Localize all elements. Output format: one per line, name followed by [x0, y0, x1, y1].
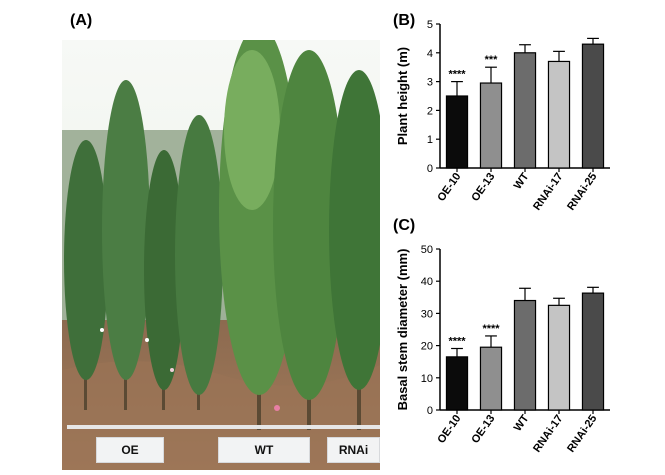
- plant-height-bar: [581, 43, 605, 169]
- photo-label-oe: OE: [96, 437, 164, 463]
- plant-height-y-axis-label: Plant height (m): [395, 47, 410, 145]
- plant-height-bar: [547, 60, 571, 169]
- stem-diameter-y-tick-label: 20: [421, 341, 433, 353]
- plant-height-significance-label: ****: [448, 69, 466, 81]
- plant-height-category-label: OE-13: [469, 171, 497, 204]
- plant-height-category-label: OE-10: [435, 171, 463, 204]
- plant-height-category-label: RNAi-25: [565, 171, 599, 213]
- stem-diameter-category-label: OE-10: [435, 413, 463, 446]
- photo-label-rnai: RNAi: [327, 437, 380, 463]
- plant-height-bar: [445, 95, 469, 169]
- basal-stem-diameter-chart: 0 10 20 30 40 50 Basal stem diameter (mm) **** O…: [395, 244, 610, 455]
- stem-diameter-bar: [581, 292, 605, 411]
- plant-height-y-tick-label: 4: [427, 48, 433, 60]
- panel-label-a: (A): [70, 12, 93, 29]
- panel-label-b: (B): [393, 12, 416, 29]
- plant-height-category-label: WT: [512, 171, 532, 192]
- stem-diameter-category-label: OE-13: [469, 413, 497, 446]
- plant-height-significance-label: ***: [485, 54, 499, 66]
- stem-diameter-bar: [479, 346, 503, 411]
- stem-diameter-significance-label: ****: [482, 323, 500, 335]
- stem-diameter-bar: [547, 304, 571, 411]
- stem-diameter-category-label: RNAi-25: [565, 413, 599, 455]
- plant-height-y-tick-label: 5: [427, 19, 433, 31]
- plant-height-bar: [513, 52, 537, 169]
- stem-diameter-y-tick-label: 30: [421, 308, 433, 320]
- stem-diameter-category-label: RNAi-17: [531, 413, 565, 455]
- tree-field-illustration: [62, 40, 380, 470]
- plant-height-y-tick-label: 1: [427, 134, 433, 146]
- stem-diameter-y-tick-label: 0: [427, 405, 433, 417]
- plant-height-y-tick-label: 2: [427, 105, 433, 117]
- plant-height-bar: [479, 82, 503, 169]
- plant-height-y-tick-label: 3: [427, 77, 433, 89]
- stem-diameter-y-tick-label: 50: [421, 244, 433, 256]
- panel-label-c: (C): [393, 217, 416, 234]
- stem-diameter-y-axis-label: Basal stem diameter (mm): [395, 249, 410, 411]
- stem-diameter-y-tick-label: 40: [421, 276, 433, 288]
- plant-height-y-tick-label: 0: [427, 163, 433, 175]
- stem-diameter-y-tick-label: 10: [421, 373, 433, 385]
- photo-label-wt: WT: [218, 437, 310, 463]
- tree-field-photo: [62, 40, 380, 470]
- stem-diameter-bar: [513, 299, 537, 411]
- plant-height-category-label: RNAi-17: [531, 171, 565, 213]
- stem-diameter-bar: [445, 356, 469, 411]
- plant-height-chart: 0 1 2 3 4 5 Plant height (m) **** OE-10 *** OE-13 W…: [395, 19, 610, 213]
- stem-diameter-significance-label: ****: [448, 335, 466, 347]
- stem-diameter-category-label: WT: [512, 413, 532, 434]
